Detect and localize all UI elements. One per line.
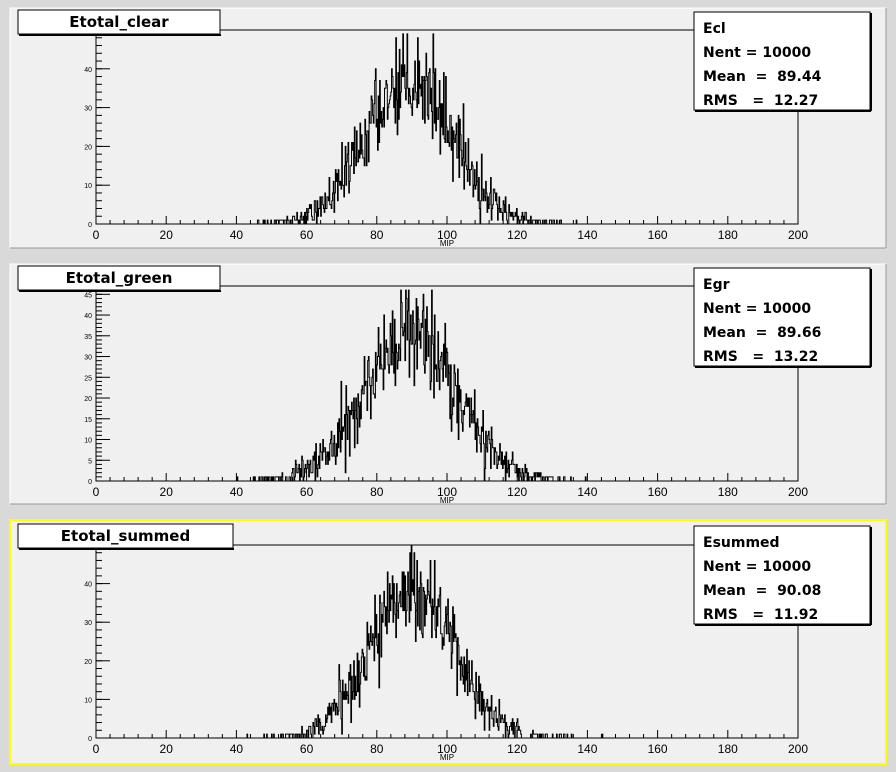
y-tick-label: 10 xyxy=(84,438,92,445)
y-tick-label: 0 xyxy=(88,479,92,486)
histogram-pad-3[interactable]: 02040608010012014016018020001020304050MI… xyxy=(9,519,887,765)
x-tick-label: 20 xyxy=(160,228,174,242)
x-tick-label: 120 xyxy=(507,485,527,499)
title-box xyxy=(17,265,221,291)
x-axis-title: MIP xyxy=(440,496,454,505)
stats-name: Esummed xyxy=(703,535,780,551)
x-tick-label: 160 xyxy=(648,228,668,242)
x-tick-label: 200 xyxy=(788,228,808,242)
y-tick-label: 35 xyxy=(84,334,92,341)
y-tick-label: 25 xyxy=(84,375,92,382)
stats-entries: Nent = 10000 xyxy=(703,559,811,575)
stats-entries: Nent = 10000 xyxy=(703,301,811,317)
histogram-pad-2[interactable]: 0 20 40 60 80 100 120 140 160 180 200 0 5 10 15 20 25 30 3… xyxy=(9,263,887,505)
x-tick-label: 20 xyxy=(160,485,174,499)
y-tick-label: 20 xyxy=(84,659,92,666)
histogram-title: Etotal_summed xyxy=(61,527,190,545)
x-tick-label: 100 xyxy=(437,485,457,499)
plot-frame xyxy=(95,285,799,482)
y-tick-label: 0 xyxy=(88,222,92,229)
x-tick-label: 180 xyxy=(718,742,738,756)
title-box xyxy=(17,523,234,549)
y-tick-label: 20 xyxy=(84,144,92,151)
y-tick-label: 40 xyxy=(84,67,92,74)
y-tick-label: 45 xyxy=(84,292,92,299)
x-axis-title: MIP xyxy=(440,753,454,762)
title-box xyxy=(17,9,221,35)
y-tick-label: 0 xyxy=(88,736,92,743)
histogram-line xyxy=(96,33,798,225)
y-tick-label: 40 xyxy=(84,582,92,589)
histogram-pad-1[interactable]: 02040608010012014016018020001020304050MI… xyxy=(9,7,887,249)
stats-mean: Mean = 89.44 xyxy=(703,69,822,85)
y-tick-label: 40 xyxy=(84,313,92,320)
stats-mean: Mean = 90.08 xyxy=(703,583,821,599)
x-tick-label: 0 xyxy=(93,742,100,756)
x-tick-label: 100 xyxy=(437,228,457,242)
stats-rms: RMS = 11.92 xyxy=(703,607,818,623)
stats-mean: Mean = 89.66 xyxy=(703,325,821,341)
x-axis-title: MIP xyxy=(440,239,454,248)
x-tick-label: 40 xyxy=(230,228,244,242)
x-tick-label: 0 xyxy=(93,485,100,499)
stats-rms: RMS = 12.27 xyxy=(703,93,818,109)
x-tick-label: 80 xyxy=(370,228,384,242)
x-tick-label: 80 xyxy=(370,485,384,499)
y-tick-label: 30 xyxy=(84,620,92,627)
stats-box xyxy=(693,267,871,367)
x-tick-label: 40 xyxy=(230,742,244,756)
x-tick-label: 160 xyxy=(648,485,668,499)
y-tick-label: 30 xyxy=(84,106,92,113)
stats-entries: Nent = 10000 xyxy=(703,45,811,61)
histogram-line xyxy=(96,289,798,482)
y-tick-label: 30 xyxy=(84,355,92,362)
y-tick-label: 5 xyxy=(88,458,92,465)
histogram-line xyxy=(96,544,798,739)
x-tick-label: 180 xyxy=(718,485,738,499)
stats-name: Egr xyxy=(703,277,730,293)
x-tick-label: 120 xyxy=(507,742,527,756)
stats-box xyxy=(693,11,871,111)
histogram-title: Etotal_green xyxy=(66,269,173,287)
x-tick-label: 40 xyxy=(230,485,244,499)
x-tick-label: 20 xyxy=(160,742,174,756)
x-tick-label: 60 xyxy=(300,742,314,756)
x-tick-label: 120 xyxy=(507,228,527,242)
y-tick-label: 10 xyxy=(84,183,92,190)
stats-rms: RMS = 13.22 xyxy=(703,349,818,365)
y-tick-label: 15 xyxy=(84,417,92,424)
plot-frame xyxy=(95,544,799,739)
x-tick-label: 140 xyxy=(577,228,597,242)
y-tick-label: 10 xyxy=(84,697,92,704)
x-tick-label: 180 xyxy=(718,228,738,242)
x-tick-label: 140 xyxy=(577,485,597,499)
x-tick-label: 80 xyxy=(370,742,384,756)
y-tick-label: 20 xyxy=(84,396,92,403)
x-tick-label: 60 xyxy=(300,485,314,499)
x-tick-label: 100 xyxy=(437,742,457,756)
x-tick-label: 60 xyxy=(300,228,314,242)
x-tick-label: 0 xyxy=(93,228,100,242)
histogram-title: Etotal_clear xyxy=(69,13,169,31)
stats-name: Ecl xyxy=(703,21,726,37)
stats-box xyxy=(693,525,871,625)
x-tick-label: 140 xyxy=(577,742,597,756)
x-tick-label: 200 xyxy=(788,742,808,756)
x-tick-label: 200 xyxy=(788,485,808,499)
x-tick-label: 160 xyxy=(648,742,668,756)
